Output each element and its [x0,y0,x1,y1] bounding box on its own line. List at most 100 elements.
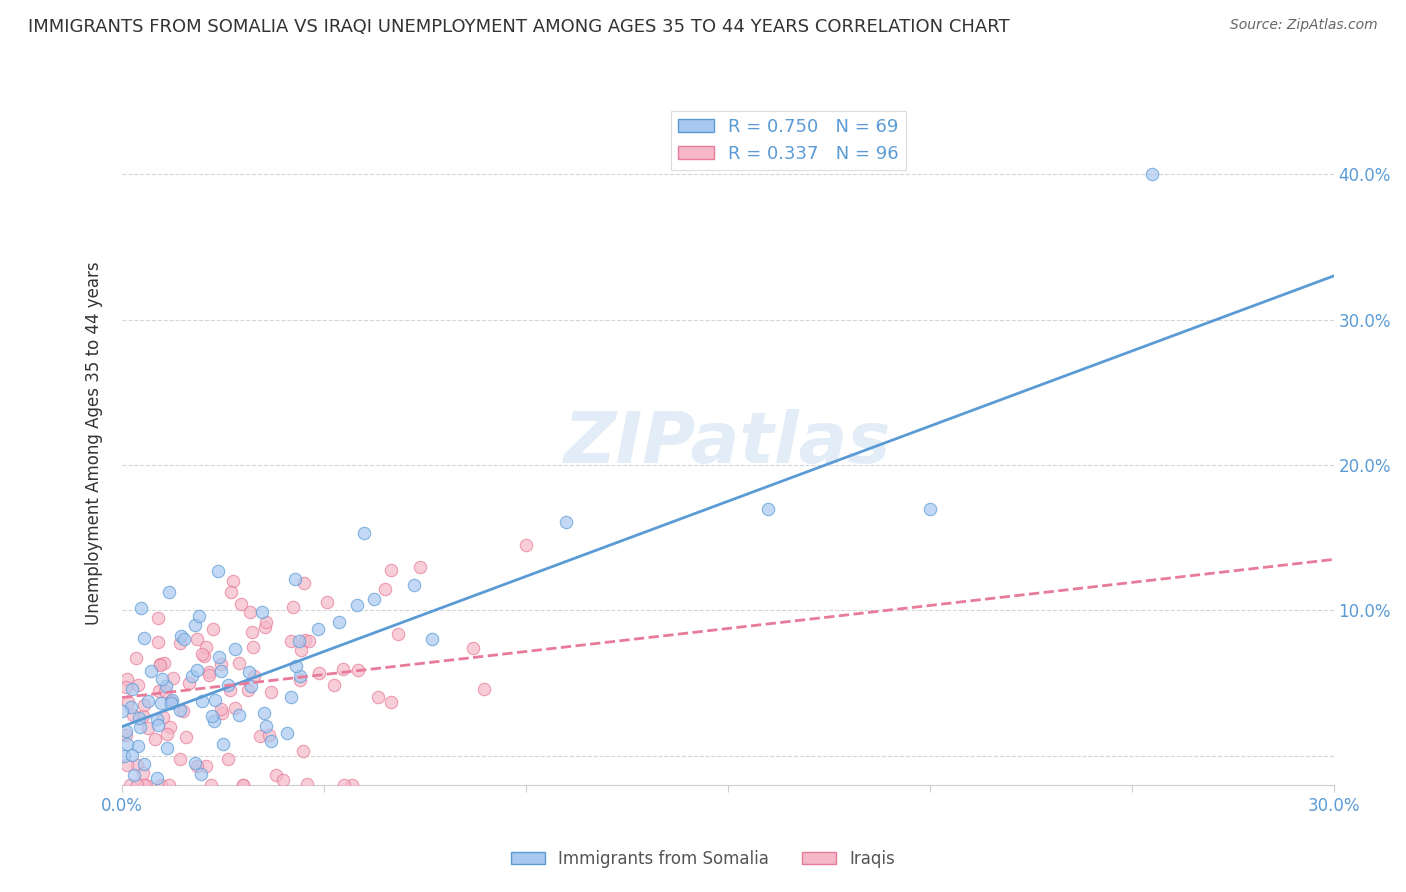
Point [402,578,425,592]
Point [232,778,254,792]
Point [209,701,232,715]
Point [159,720,181,734]
Point [169,636,191,650]
Point [141,664,163,678]
Point [132,708,155,723]
Point [515,538,537,552]
Point [236,682,259,697]
Point [474,682,496,697]
Point [128,711,150,725]
Point [298,633,321,648]
Point [160,696,183,710]
Point [198,668,221,682]
Point [115,728,138,742]
Point [232,778,254,792]
Point [322,678,344,692]
Point [221,574,243,589]
Point [153,657,176,671]
Point [111,704,134,718]
Point [207,564,229,578]
Point [295,776,318,790]
Point [115,680,138,694]
Point [276,725,298,739]
Point [756,501,779,516]
Point [284,572,307,586]
Point [150,672,173,686]
Point [346,598,368,612]
Point [367,690,389,704]
Point [308,665,330,680]
Point [115,724,138,739]
Point [191,694,214,708]
Point [136,694,159,708]
Point [146,635,169,649]
Point [332,778,354,792]
Point [307,622,329,636]
Point [240,625,263,640]
Point [157,585,180,599]
Point [162,671,184,685]
Point [380,695,402,709]
Point [409,560,432,574]
Point [420,632,443,646]
Point [228,656,250,670]
Point [170,629,193,643]
Point [387,626,409,640]
Point [180,669,202,683]
Point [153,683,176,698]
Point [169,703,191,717]
Point [217,678,239,692]
Point [231,597,253,611]
Point [183,617,205,632]
Point [193,648,215,663]
Point [186,632,208,647]
Point [186,759,208,773]
Point [136,721,159,735]
Point [224,641,246,656]
Point [143,731,166,746]
Point [212,737,235,751]
Point [243,669,266,683]
Point [353,525,375,540]
Point [121,681,143,696]
Point [242,640,264,654]
Point [149,778,172,792]
Point [125,758,148,772]
Point [148,683,170,698]
Point [117,695,139,709]
Point [290,673,312,687]
Point [238,605,260,619]
Point [149,697,172,711]
Legend: R = 0.750   N = 69, R = 0.337   N = 96: R = 0.750 N = 69, R = 0.337 N = 96 [671,111,907,170]
Point [217,752,239,766]
Point [169,752,191,766]
Point [197,665,219,680]
Point [174,730,197,744]
Point [253,620,276,634]
Point [201,622,224,636]
Point [127,739,149,754]
Point [290,643,312,657]
Point [121,708,143,723]
Point [288,668,311,682]
Point [1140,167,1163,181]
Point [280,690,302,704]
Point [152,710,174,724]
Point [129,601,152,615]
Point [291,744,314,758]
Point [292,575,315,590]
Point [340,778,363,792]
Point [179,676,201,690]
Point [209,665,232,679]
Point [260,733,283,747]
Point [127,678,149,692]
Point [204,693,226,707]
Point [120,700,142,714]
Text: IMMIGRANTS FROM SOMALIA VS IRAQI UNEMPLOYMENT AMONG AGES 35 TO 44 YEARS CORRELAT: IMMIGRANTS FROM SOMALIA VS IRAQI UNEMPLO… [28,18,1010,36]
Point [257,728,280,742]
Point [284,659,307,673]
Point [194,640,217,655]
Point [134,756,156,771]
Point [363,591,385,606]
Point [281,599,304,614]
